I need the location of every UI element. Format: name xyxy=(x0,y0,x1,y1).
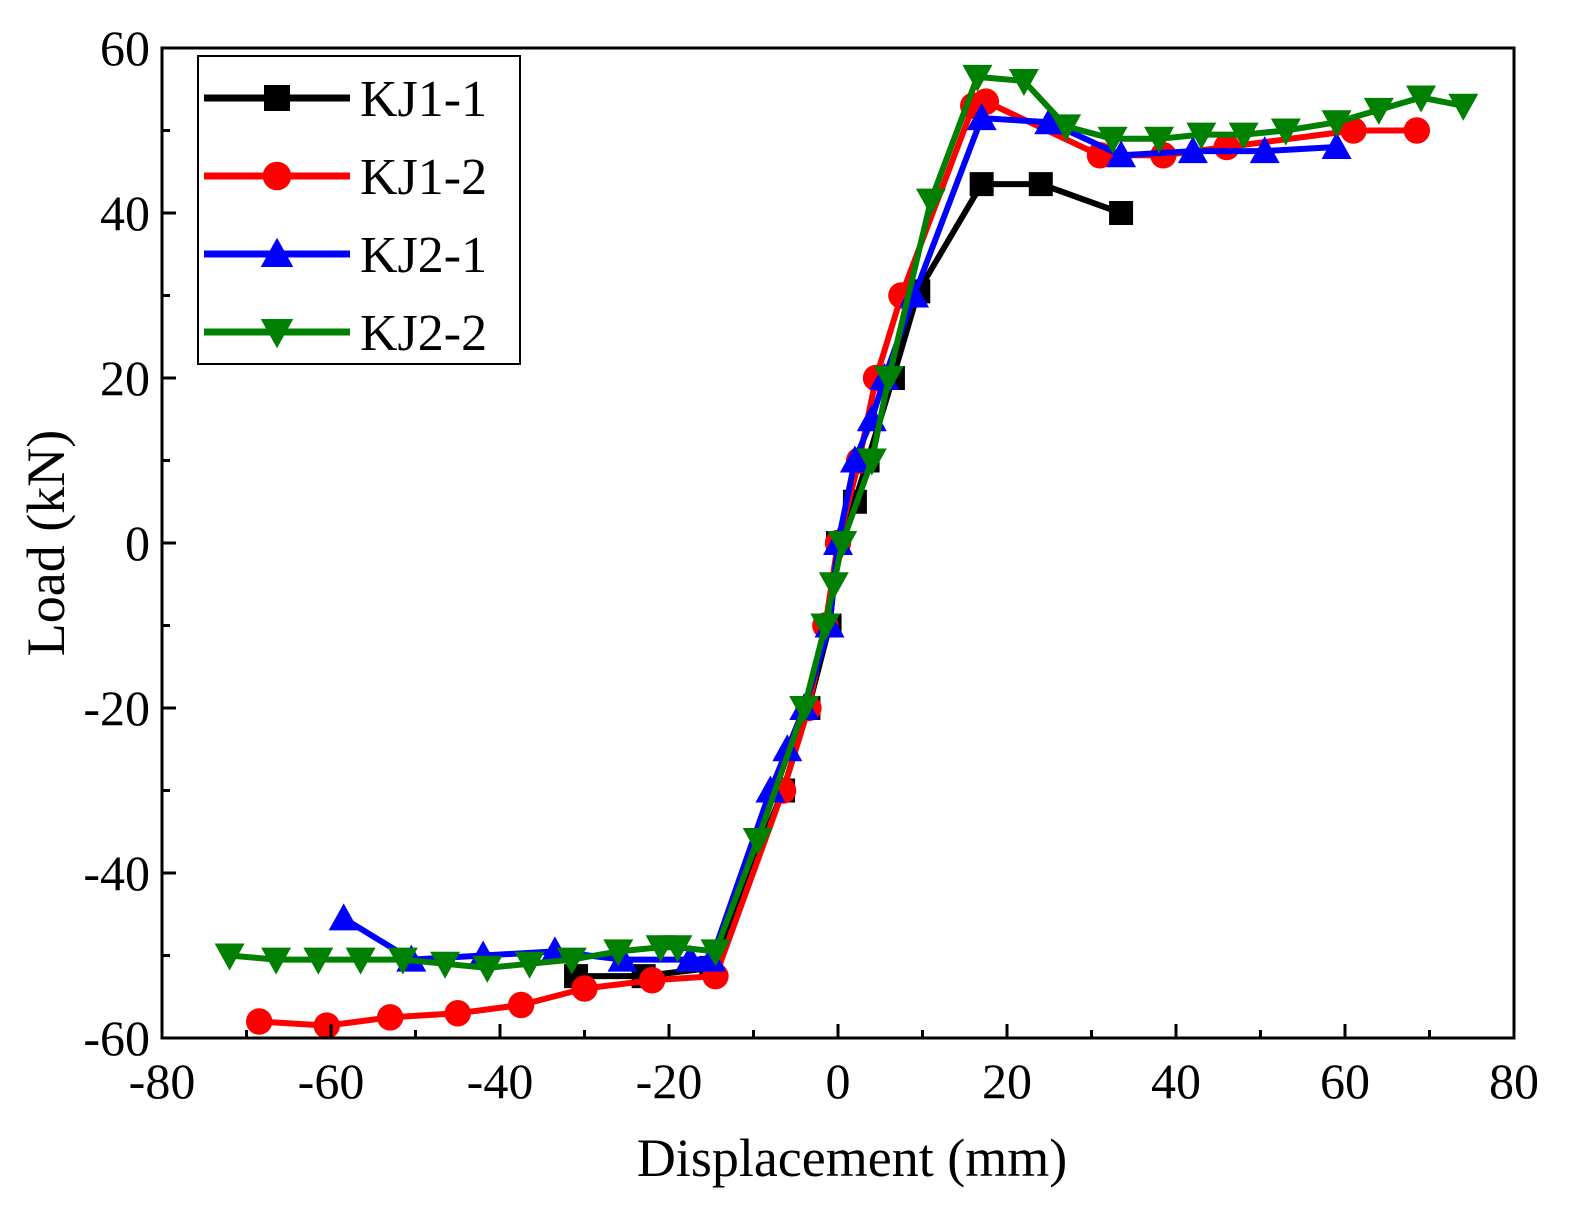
data-point-kj2-2 xyxy=(789,696,820,723)
data-point-kj2-2 xyxy=(1448,93,1479,121)
legend: KJ1-1 KJ1-2 KJ2-1 KJ2-2 xyxy=(197,55,521,365)
data-point-kj1-2 xyxy=(1213,133,1240,161)
data-point-kj2-2 xyxy=(742,828,773,855)
x-axis-title: Displacement (mm) xyxy=(637,1128,1067,1188)
data-point-kj2-2 xyxy=(514,951,545,979)
data-point-kj1-2 xyxy=(444,1000,471,1027)
data-point-kj2-2 xyxy=(1008,69,1039,96)
legend-marker-kj2-1 xyxy=(260,237,294,267)
data-point-kj1-1 xyxy=(1109,201,1134,225)
legend-label-kj2-2: KJ2-2 xyxy=(360,305,487,362)
data-point-kj2-1 xyxy=(675,944,706,972)
x-tick-label: -60 xyxy=(298,1053,365,1109)
legend-marker-kj2-2 xyxy=(260,319,294,349)
data-point-kj2-2 xyxy=(810,613,841,641)
x-tick-label: 0 xyxy=(826,1053,851,1109)
data-point-kj2-1 xyxy=(755,775,786,803)
data-point-kj2-2 xyxy=(700,939,731,967)
data-point-kj2-1 xyxy=(1321,132,1352,159)
data-point-kj1-2 xyxy=(1340,117,1367,144)
data-point-kj2-2 xyxy=(915,188,946,216)
data-point-kj2-1 xyxy=(839,445,870,473)
series-kj2-2 xyxy=(214,64,1479,983)
x-tick-label: -40 xyxy=(467,1053,534,1109)
y-tick-label: 40 xyxy=(100,185,150,241)
x-tick-label: 20 xyxy=(982,1053,1032,1109)
legend-item-kj1-2: KJ1-2 xyxy=(204,149,487,206)
data-point-kj2-2 xyxy=(1363,97,1394,125)
legend-label-kj1-2: KJ1-2 xyxy=(360,149,487,206)
legend-item-kj2-1: KJ2-1 xyxy=(204,227,487,284)
data-point-kj2-2 xyxy=(603,939,634,967)
data-point-kj2-2 xyxy=(818,572,849,600)
series-layer xyxy=(214,64,1479,1039)
data-point-kj2-2 xyxy=(430,951,461,979)
data-point-kj2-1 xyxy=(1106,140,1137,168)
data-point-kj2-2 xyxy=(1228,122,1259,150)
data-point-kj2-2 xyxy=(873,366,904,393)
legend-marker-kj1-1 xyxy=(264,85,290,111)
data-point-kj2-1 xyxy=(1177,136,1208,164)
data-point-kj2-2 xyxy=(856,448,887,476)
data-point-kj2-2 xyxy=(1051,114,1082,142)
data-point-kj1-2 xyxy=(245,1008,273,1035)
data-point-kj2-2 xyxy=(1144,126,1175,154)
data-point-kj2-2 xyxy=(303,947,334,975)
y-tick-label: 0 xyxy=(125,515,150,571)
y-tick-label: 60 xyxy=(100,20,150,76)
x-tick-label: 60 xyxy=(1320,1053,1370,1109)
data-point-kj2-1 xyxy=(1249,136,1280,164)
data-point-kj2-2 xyxy=(1097,126,1128,154)
legend-box xyxy=(197,55,521,365)
legend-label-kj2-1: KJ2-1 xyxy=(360,227,487,284)
data-point-kj2-2 xyxy=(1406,85,1437,113)
data-point-kj1-2 xyxy=(571,975,598,1002)
x-tick-label: 80 xyxy=(1489,1053,1539,1109)
data-point-kj1-2 xyxy=(1403,117,1431,144)
data-point-kj2-2 xyxy=(1186,122,1217,150)
legend-marker-kj1-2 xyxy=(262,161,292,191)
series-kj1-1 xyxy=(564,172,1134,989)
data-point-kj2-2 xyxy=(1321,110,1352,138)
data-point-kj2-2 xyxy=(472,955,503,983)
data-point-kj1-2 xyxy=(313,1012,340,1039)
data-point-kj2-1 xyxy=(966,103,997,131)
data-point-kj2-2 xyxy=(556,947,587,975)
legend-label-kj1-1: KJ1-1 xyxy=(360,71,487,128)
data-point-kj1-2 xyxy=(376,1004,404,1031)
data-point-kj2-1 xyxy=(1034,107,1065,135)
data-point-kj2-2 xyxy=(387,947,418,975)
data-point-kj2-2 xyxy=(261,947,292,975)
data-point-kj2-2 xyxy=(962,64,993,92)
x-tick-label: 40 xyxy=(1151,1053,1201,1109)
data-point-kj1-1 xyxy=(1028,172,1053,197)
x-tick-label: -20 xyxy=(636,1053,703,1109)
legend-item-kj2-2: KJ2-2 xyxy=(204,305,487,362)
series-line-kj1-1 xyxy=(576,181,1123,980)
data-point-kj2-2 xyxy=(1270,118,1301,146)
data-point-kj2-2 xyxy=(662,935,693,963)
data-point-kj2-2 xyxy=(345,947,376,975)
y-tick-label: -60 xyxy=(83,1010,150,1066)
y-tick-label: 20 xyxy=(100,350,150,406)
data-point-kj1-2 xyxy=(507,991,535,1019)
data-point-kj1-2 xyxy=(638,967,666,994)
data-point-kj1-1 xyxy=(969,172,994,197)
legend-item-kj1-1: KJ1-1 xyxy=(204,71,487,128)
y-tick-label: -40 xyxy=(83,845,150,901)
data-point-kj2-2 xyxy=(214,943,245,971)
y-tick-label: -20 xyxy=(83,680,150,736)
y-axis-title: Load (kN) xyxy=(16,430,76,656)
x-tick-label: -80 xyxy=(129,1053,196,1109)
data-point-kj2-1 xyxy=(328,903,359,931)
data-point-kj2-2 xyxy=(827,531,858,558)
